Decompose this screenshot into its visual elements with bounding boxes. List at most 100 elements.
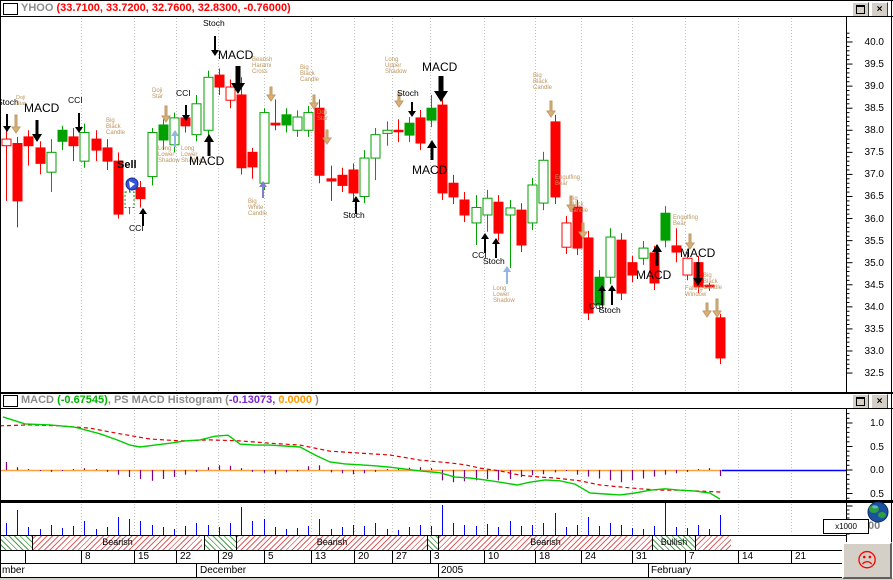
candle-body bbox=[382, 129, 393, 134]
up-arrow-icon[interactable] bbox=[652, 244, 662, 266]
annotation-label[interactable]: MACD bbox=[680, 246, 716, 260]
up-arrow-icon[interactable] bbox=[481, 233, 489, 253]
annotation-label[interactable]: MACD bbox=[189, 154, 225, 168]
annotation-label[interactable]: MACD bbox=[422, 60, 458, 74]
ribbon-label: Bearish bbox=[316, 537, 348, 547]
down-arrow-icon[interactable] bbox=[394, 92, 404, 108]
annotation-label[interactable]: CCI bbox=[176, 88, 191, 98]
up-arrow-icon[interactable] bbox=[427, 140, 437, 160]
maximize-button[interactable] bbox=[852, 2, 869, 17]
ribbon-segment-bear[interactable] bbox=[695, 536, 731, 550]
down-arrow-icon[interactable] bbox=[266, 86, 276, 102]
down-arrow-icon[interactable] bbox=[685, 233, 695, 250]
annotation-label[interactable]: Doji Star bbox=[317, 110, 329, 123]
annotation-label[interactable]: Engulfing Bear bbox=[555, 175, 581, 188]
date-tick bbox=[354, 551, 355, 563]
candle-body bbox=[348, 169, 359, 194]
date-tick bbox=[264, 551, 265, 563]
date-axis-row: 8 15 22 29 5 13 20 27 3 10 18 24 31 7 14 21 bbox=[0, 551, 846, 563]
down-arrow-icon[interactable] bbox=[3, 114, 11, 132]
annotation-label[interactable]: Big Black Candle bbox=[533, 73, 553, 92]
ribbon-segment-bear[interactable]: Bearish bbox=[438, 536, 652, 550]
up-arrow-icon[interactable] bbox=[503, 266, 511, 284]
pane-system-box-icon[interactable] bbox=[3, 3, 18, 15]
annotation-label[interactable]: Long Lower Shadow bbox=[493, 286, 515, 305]
up-arrow-icon[interactable] bbox=[492, 238, 500, 258]
annotation-label[interactable]: Big Black Candle bbox=[300, 65, 320, 84]
date-label: 7 bbox=[689, 551, 695, 562]
macd-maximize-button[interactable] bbox=[852, 394, 869, 409]
annotation-label[interactable]: Stoch bbox=[343, 210, 365, 220]
annotation-label[interactable]: CCI bbox=[68, 95, 83, 105]
annotation-label[interactable]: Big White Candle bbox=[248, 199, 268, 218]
expert-trend-ribbon[interactable]: Bearish Bearish Bearish Bullish bbox=[0, 536, 846, 550]
down-arrow-icon[interactable] bbox=[566, 195, 576, 212]
macd-pane-system-box-icon[interactable] bbox=[3, 395, 18, 407]
ribbon-segment-bull[interactable] bbox=[204, 536, 236, 550]
annotation-label[interactable]: Long Lower Shadow bbox=[158, 146, 180, 165]
annotation-label[interactable]: Big Black Candle bbox=[106, 118, 126, 137]
macd-pane-titlebar: MACD (-0.67545), PS MACD Histogram (-0.1… bbox=[1, 394, 892, 409]
annotation-label[interactable]: CCI bbox=[589, 301, 604, 311]
annotation-label[interactable]: Doji Star bbox=[152, 88, 164, 101]
annotation-label[interactable]: MACD bbox=[412, 163, 448, 177]
up-arrow-icon[interactable] bbox=[139, 208, 147, 226]
up-arrow-icon[interactable] bbox=[598, 285, 606, 305]
down-arrow-icon[interactable] bbox=[231, 66, 245, 94]
down-arrow-icon[interactable] bbox=[546, 100, 556, 118]
down-arrow-icon[interactable] bbox=[309, 94, 319, 110]
annotation-label[interactable]: Stoch bbox=[203, 18, 225, 28]
annotation-label[interactable]: MACD bbox=[218, 48, 254, 62]
down-arrow-icon[interactable] bbox=[578, 222, 588, 239]
annotation-label[interactable]: Stoch bbox=[0, 97, 19, 107]
down-arrow-icon[interactable] bbox=[434, 76, 448, 102]
annotation-label[interactable]: Stoch bbox=[397, 88, 419, 98]
annotation-label[interactable]: CCI bbox=[129, 223, 144, 233]
month-axis-row: mber December 2005 February bbox=[0, 564, 846, 577]
ribbon-segment-bear[interactable]: Bearish bbox=[236, 536, 427, 550]
ribbon-segment-bull[interactable]: Bullish bbox=[652, 536, 695, 550]
expert-alert-button[interactable]: ☹ bbox=[842, 542, 892, 579]
down-arrow-icon[interactable] bbox=[32, 120, 42, 142]
annotation-label[interactable]: CCI bbox=[472, 250, 487, 260]
down-arrow-icon[interactable] bbox=[75, 113, 83, 133]
down-arrow-icon[interactable] bbox=[702, 302, 712, 318]
annotation-label[interactable]: Long Upper Shadow bbox=[385, 57, 407, 76]
down-arrow-icon[interactable] bbox=[182, 105, 190, 121]
annotation-label[interactable]: Sell bbox=[117, 159, 137, 171]
ribbon-segment-bull[interactable] bbox=[0, 536, 32, 550]
up-arrow-icon[interactable] bbox=[259, 181, 267, 198]
annotation-label[interactable]: Bearish Harami Cross bbox=[252, 57, 273, 76]
up-arrow-icon[interactable] bbox=[171, 130, 179, 147]
annotation-label[interactable]: Stoch bbox=[599, 305, 621, 315]
date-tick bbox=[430, 551, 431, 563]
up-arrow-icon[interactable] bbox=[204, 134, 214, 156]
ribbon-segment-bull[interactable] bbox=[427, 536, 438, 550]
annotation-label[interactable]: Falling Window bbox=[685, 286, 707, 299]
price-pane-bottom-border bbox=[0, 392, 893, 393]
annotation-label[interactable]: Engulfing Bear bbox=[673, 215, 699, 228]
candle-body bbox=[147, 131, 158, 178]
down-arrow-icon[interactable] bbox=[408, 102, 416, 117]
candle-body bbox=[46, 151, 57, 173]
price-axis-label: 34.0 bbox=[864, 301, 884, 313]
annotation-label[interactable]: Long Lower Shadow bbox=[181, 146, 203, 165]
annotation-label[interactable]: MACD bbox=[636, 268, 672, 282]
down-arrow-icon[interactable] bbox=[712, 298, 722, 318]
up-arrow-icon[interactable] bbox=[608, 285, 616, 305]
annotation-label[interactable]: Doji Star bbox=[16, 95, 27, 107]
up-arrow-icon[interactable] bbox=[352, 196, 360, 214]
down-arrow-icon[interactable] bbox=[693, 262, 703, 286]
annotation-label[interactable]: Big Black Candle bbox=[569, 196, 589, 215]
annotation-label[interactable]: Stoch bbox=[483, 256, 505, 266]
down-arrow-icon[interactable] bbox=[11, 114, 21, 134]
date-tick bbox=[738, 551, 739, 563]
down-arrow-icon[interactable] bbox=[211, 36, 219, 56]
annotation-label[interactable]: Big Black Candle bbox=[703, 273, 723, 292]
annotation-label[interactable]: MACD bbox=[24, 101, 60, 115]
candle-body bbox=[191, 103, 202, 136]
down-arrow-icon[interactable] bbox=[161, 105, 171, 123]
ribbon-segment-bear[interactable]: Bearish bbox=[32, 536, 202, 550]
down-arrow-icon[interactable] bbox=[322, 129, 332, 145]
